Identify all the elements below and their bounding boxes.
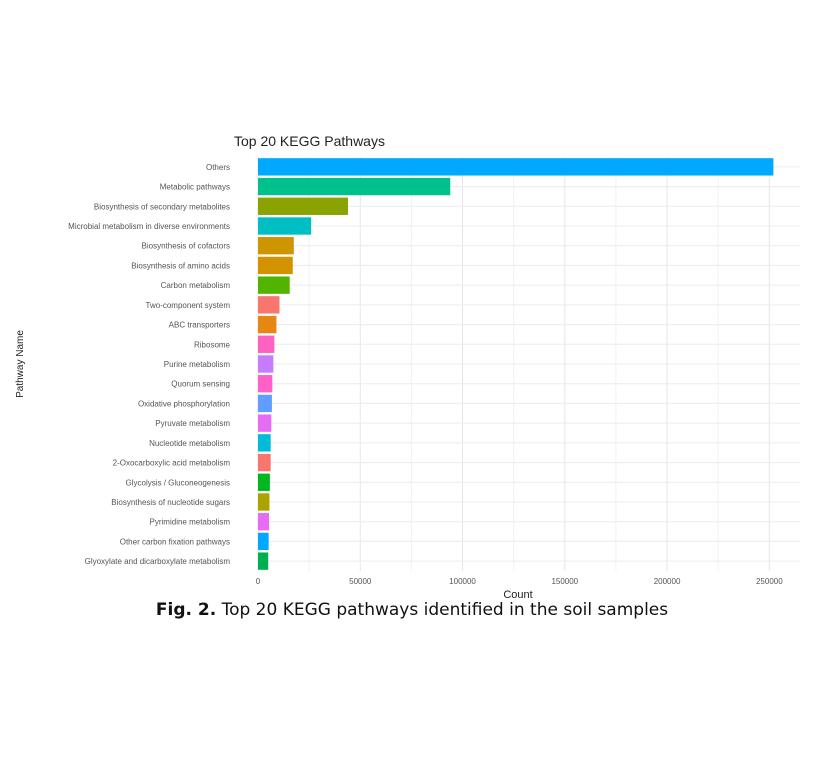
bar: [258, 414, 272, 432]
y-tick-label: Two-component system: [146, 301, 231, 310]
caption-label: Fig. 2.: [155, 600, 217, 620]
x-axis-label: Count: [503, 589, 532, 600]
caption-text: Top 20 KEGG pathways identified in the s…: [216, 600, 669, 620]
y-tick-label: Purine metabolism: [164, 360, 231, 369]
bar: [258, 158, 774, 176]
bar: [258, 453, 271, 472]
y-tick-label: Glycolysis / Gluconeogenesis: [126, 478, 231, 487]
bars: [258, 158, 774, 570]
bar: [258, 394, 272, 413]
x-tick-label: 150000: [551, 577, 578, 586]
y-tick-label: Metabolic pathways: [160, 183, 230, 192]
bar: [258, 473, 270, 491]
bar: [258, 315, 277, 334]
y-tick-label: Oxidative phosphorylation: [138, 399, 230, 408]
x-tick-labels: 0 50000 100000 150000 200000 250000: [256, 577, 783, 586]
y-tick-label: ABC transporters: [169, 321, 230, 330]
x-tick-label: 0: [256, 577, 261, 586]
grid-lines: [257, 157, 800, 571]
y-tick-label: Biosynthesis of amino acids: [131, 261, 230, 270]
bar: [258, 552, 269, 570]
x-tick-label: 100000: [449, 577, 476, 586]
bar: [258, 532, 269, 551]
y-tick-label: Nucleotide metabolism: [149, 439, 230, 448]
bar: [258, 434, 271, 452]
bar: [258, 217, 312, 235]
y-tick-label: Biosynthesis of cofactors: [142, 242, 230, 251]
y-tick-label: Quorum sensing: [171, 380, 230, 389]
x-tick-label: 200000: [654, 577, 681, 586]
bar: [258, 296, 280, 314]
y-tick-labels: Others Metabolic pathways Biosynthesis of …: [68, 163, 230, 566]
bar: [258, 256, 293, 275]
y-tick-label: Ribosome: [194, 340, 231, 349]
y-tick-label: Biosynthesis of nucleotide sugars: [111, 498, 230, 507]
y-tick-label: Other carbon fixation pathways: [120, 537, 230, 546]
bar: [258, 177, 451, 196]
y-tick-label: Glyoxylate and dicarboxylate metabolism: [85, 557, 231, 566]
bar: [258, 237, 294, 255]
x-tick-label: 50000: [349, 577, 372, 586]
y-tick-label: Microbial metabolism in diverse environm…: [68, 222, 230, 231]
bar: [258, 197, 348, 215]
bar: [258, 375, 273, 393]
bar: [258, 493, 270, 511]
y-tick-label: Biosynthesis of secondary metabolites: [94, 202, 230, 211]
bar: [258, 355, 274, 373]
y-axis-label: Pathway Name: [15, 330, 26, 398]
chart-title: Top 20 KEGG Pathways: [234, 133, 385, 149]
bar: [258, 335, 275, 353]
bar-chart: Others Metabolic pathways Biosynthesis of …: [15, 133, 800, 600]
figure-caption: Fig. 2. Top 20 KEGG pathways identified …: [0, 600, 824, 620]
bar: [258, 513, 270, 531]
y-tick-label: Pyrimidine metabolism: [150, 518, 231, 527]
bar: [258, 276, 290, 294]
y-tick-label: Pyruvate metabolism: [155, 419, 230, 428]
y-tick-label: Others: [206, 163, 230, 172]
y-tick-label: 2-Oxocarboxylic acid metabolism: [113, 459, 231, 468]
x-tick-label: 250000: [756, 577, 783, 586]
y-tick-label: Carbon metabolism: [161, 281, 231, 290]
